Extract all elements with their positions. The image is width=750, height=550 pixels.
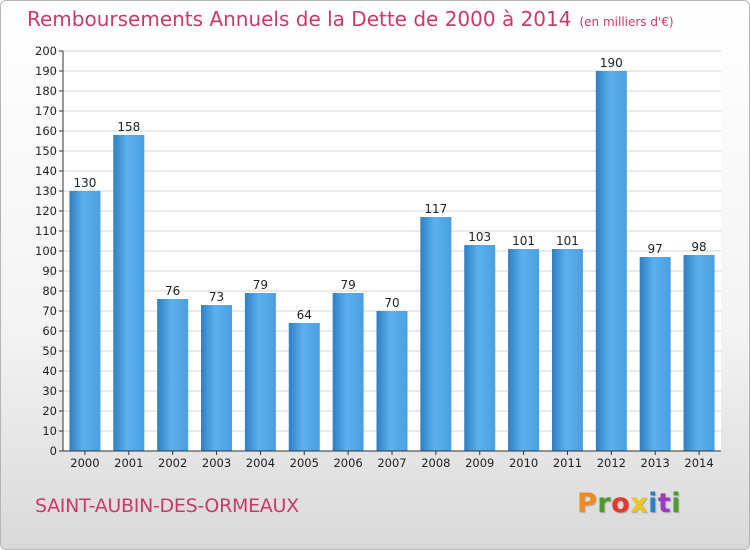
x-tick-label-2006: 2006 (333, 456, 362, 470)
bar-2012 (595, 71, 627, 451)
logo-letter: x (630, 488, 649, 519)
y-tick-label: 140 (35, 164, 57, 178)
bar-2007 (376, 311, 408, 451)
logo-letter: i (648, 488, 658, 519)
y-tick-label: 50 (42, 344, 57, 358)
x-tick-label-2013: 2013 (641, 456, 670, 470)
x-tick-label-2008: 2008 (421, 456, 450, 470)
y-tick-label: 130 (35, 184, 57, 198)
data-label-2003: 73 (209, 290, 224, 304)
y-tick-label: 80 (42, 284, 57, 298)
bar-2006 (332, 293, 364, 451)
data-label-2002: 76 (165, 284, 180, 298)
chart-title: Remboursements Annuels de la Dette de 20… (27, 7, 674, 31)
bar-2002 (157, 299, 189, 451)
bar-2014 (683, 255, 715, 451)
bar-2011 (551, 249, 583, 451)
y-tick-label: 70 (42, 304, 57, 318)
y-tick-label: 150 (35, 144, 57, 158)
y-tick-label: 90 (42, 264, 57, 278)
y-tick-label: 0 (50, 444, 57, 458)
x-tick-label-2003: 2003 (202, 456, 231, 470)
x-tick-label-2012: 2012 (597, 456, 626, 470)
logo-letter: P (577, 488, 598, 519)
bar-2000 (69, 191, 101, 451)
data-label-2012: 190 (600, 56, 623, 70)
logo-letter: t (657, 488, 672, 519)
bar-2009 (464, 245, 496, 451)
y-tick-label: 110 (35, 224, 57, 238)
data-label-2011: 101 (556, 234, 579, 248)
data-labels: 130 158 76 73 79 64 79 70 117 103 101 101 190 97 98 (73, 56, 706, 322)
y-tick-label: 180 (35, 84, 57, 98)
y-tick-label: 100 (35, 244, 57, 258)
bar-2013 (639, 257, 671, 451)
proxiti-logo[interactable]: Proxiti (577, 488, 681, 519)
x-axis-ticks: 2000 2001 2002 2003 2004 2005 2006 2007 2008 2009… (70, 451, 714, 470)
y-tick-label: 40 (42, 364, 57, 378)
data-label-2013: 97 (648, 242, 663, 256)
y-tick-label: 60 (42, 324, 57, 338)
bar-2004 (244, 293, 276, 451)
x-tick-label-2010: 2010 (509, 456, 538, 470)
y-axis-ticks: 0 10 20 30 40 50 60 70 80 90 100 110 120 130 140 150 160… (35, 44, 63, 458)
data-label-2014: 98 (691, 240, 706, 254)
bar-2003 (201, 305, 233, 451)
bar-2008 (420, 217, 452, 451)
data-label-2008: 117 (424, 202, 447, 216)
x-tick-label-2001: 2001 (114, 456, 143, 470)
data-label-2007: 70 (384, 296, 399, 310)
data-label-2010: 101 (512, 234, 535, 248)
logo-letter: i (671, 488, 682, 519)
y-tick-label: 30 (42, 384, 57, 398)
x-tick-label-2009: 2009 (465, 456, 494, 470)
x-tick-label-2007: 2007 (377, 456, 406, 470)
data-label-2000: 130 (73, 176, 96, 190)
bar-2005 (288, 323, 320, 451)
data-label-2005: 64 (297, 308, 312, 322)
data-label-2006: 79 (340, 278, 355, 292)
y-tick-label: 20 (42, 404, 57, 418)
bar-2010 (508, 249, 540, 451)
data-label-2001: 158 (117, 120, 140, 134)
bar-2001 (113, 135, 145, 451)
logo-letter: o (611, 488, 631, 519)
chart-subtitle: (en milliers d'€) (579, 15, 674, 29)
y-tick-label: 10 (42, 424, 57, 438)
logo-letter: r (597, 488, 612, 519)
chart-title-text: Remboursements Annuels de la Dette de 20… (27, 7, 572, 31)
data-label-2004: 79 (253, 278, 268, 292)
town-name: SAINT-AUBIN-DES-ORMEAUX (35, 495, 299, 517)
x-tick-label-2005: 2005 (290, 456, 319, 470)
x-tick-label-2011: 2011 (553, 456, 582, 470)
y-tick-label: 190 (35, 64, 57, 78)
x-tick-label-2000: 2000 (70, 456, 99, 470)
x-tick-label-2014: 2014 (684, 456, 713, 470)
y-tick-label: 200 (35, 44, 57, 58)
bars (69, 71, 715, 451)
x-tick-label-2004: 2004 (246, 456, 275, 470)
y-tick-label: 160 (35, 124, 57, 138)
data-label-2009: 103 (468, 230, 491, 244)
y-tick-label: 170 (35, 104, 57, 118)
y-tick-label: 120 (35, 204, 57, 218)
x-tick-label-2002: 2002 (158, 456, 187, 470)
